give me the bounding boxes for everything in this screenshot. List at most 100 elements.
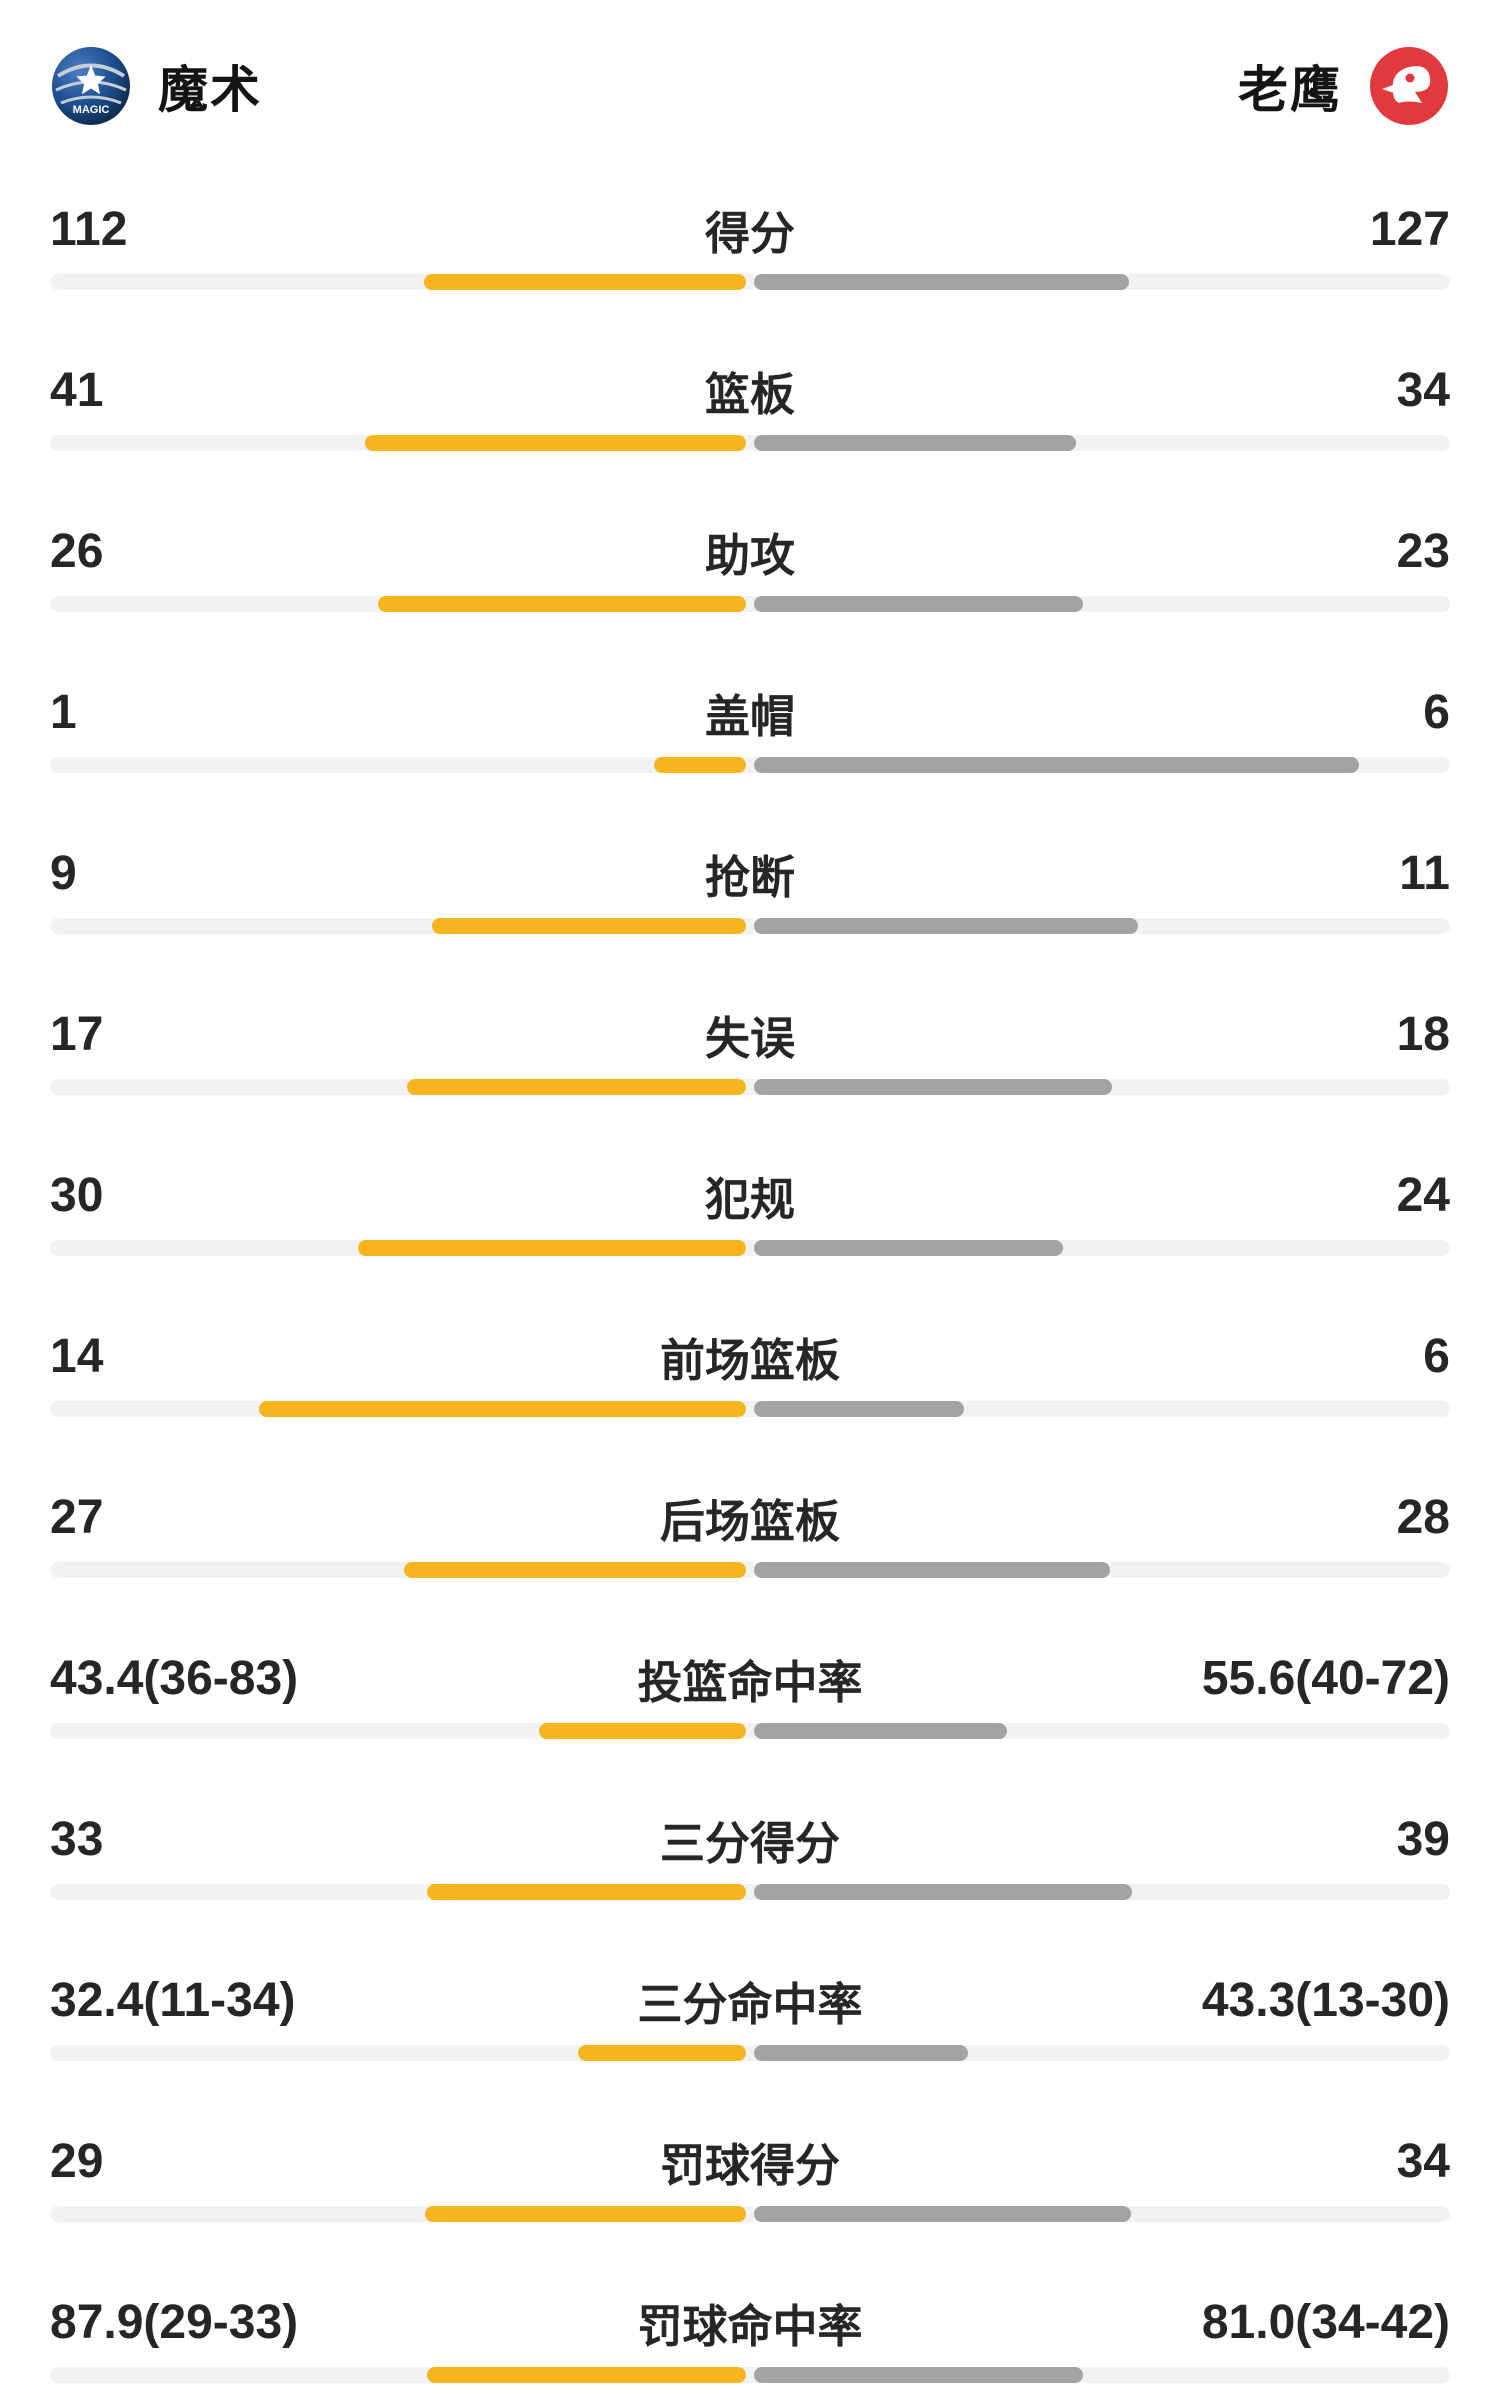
left-bar	[377, 596, 746, 612]
team-name-magic: 魔术	[158, 62, 262, 118]
right-bar	[754, 274, 1130, 290]
stat-bar-track	[50, 1562, 1450, 1578]
right-value: 18	[1396, 1007, 1450, 1061]
left-bar	[578, 2045, 746, 2061]
stat-bar-track	[50, 435, 1450, 451]
left-bar	[424, 274, 746, 290]
right-bar	[754, 596, 1083, 612]
stat-label: 后场篮板	[659, 1495, 841, 1547]
left-value: 41	[50, 363, 104, 417]
stat-label: 罚球得分	[659, 2139, 841, 2191]
left-bar	[425, 2206, 746, 2222]
left-bar	[538, 1723, 746, 1739]
right-value: 55.6(40-72)	[1201, 1651, 1450, 1705]
stat-bar-track	[50, 274, 1450, 290]
left-value: 14	[50, 1329, 104, 1383]
stat-row-rebounds: 41 篮板 34	[50, 361, 1450, 451]
magic-logo: MAGIC	[52, 47, 130, 125]
left-bar	[258, 1401, 746, 1417]
left-bar	[365, 435, 746, 451]
stat-row-offensive-rebounds: 14 前场篮板 6	[50, 1327, 1450, 1417]
right-value: 23	[1396, 524, 1450, 578]
stat-label: 助攻	[704, 529, 796, 581]
left-value: 43.4(36-83)	[50, 1651, 299, 1705]
stat-row-fouls: 30 犯规 24	[50, 1166, 1450, 1256]
stat-row-fg-pct: 43.4(36-83) 投篮命中率 55.6(40-72)	[50, 1649, 1450, 1739]
team-hawks: 老鹰	[1238, 45, 1450, 127]
stat-row-blocks: 1 盖帽 6	[50, 683, 1450, 773]
stat-row-points: 112 得分 127	[50, 200, 1450, 290]
stat-row-steals: 9 抢断 11	[50, 844, 1450, 934]
left-value: 87.9(29-33)	[50, 2295, 299, 2349]
stat-row-ft-pct: 87.9(29-33) 罚球命中率 81.0(34-42)	[50, 2293, 1450, 2383]
hawks-logo	[1370, 47, 1448, 125]
right-value: 34	[1396, 2134, 1450, 2188]
right-bar	[754, 1562, 1110, 1578]
right-value: 11	[1399, 846, 1450, 900]
stat-bar-track	[50, 2206, 1450, 2222]
left-bar	[426, 1884, 746, 1900]
stat-bar-track	[50, 2367, 1450, 2383]
left-value: 29	[50, 2134, 104, 2188]
stat-label: 抢断	[704, 851, 796, 903]
left-value: 33	[50, 1812, 104, 1866]
right-bar	[754, 1079, 1113, 1095]
right-value: 6	[1423, 685, 1450, 739]
left-value: 112	[50, 202, 128, 256]
stat-label: 投篮命中率	[637, 1656, 863, 1708]
left-value: 9	[50, 846, 77, 900]
right-value: 43.3(13-30)	[1201, 1973, 1450, 2027]
stat-label: 得分	[704, 207, 796, 259]
stat-label: 三分得分	[659, 1817, 841, 1869]
stat-bar-track	[50, 918, 1450, 934]
stat-bar-track	[50, 1401, 1450, 1417]
stat-label: 前场篮板	[659, 1334, 841, 1386]
left-value: 1	[50, 685, 77, 739]
stat-bar-track	[50, 2045, 1450, 2061]
right-value: 34	[1396, 363, 1450, 417]
left-bar	[358, 1240, 746, 1256]
right-bar	[754, 757, 1359, 773]
right-value: 28	[1396, 1490, 1450, 1544]
right-bar	[754, 1401, 964, 1417]
left-bar	[407, 1079, 746, 1095]
left-value: 26	[50, 524, 104, 578]
stat-bar-track	[50, 757, 1450, 773]
stat-row-turnovers: 17 失误 18	[50, 1005, 1450, 1095]
right-bar	[754, 918, 1138, 934]
right-value: 81.0(34-42)	[1201, 2295, 1450, 2349]
stat-bar-track	[50, 1723, 1450, 1739]
stat-row-defensive-rebounds: 27 后场篮板 28	[50, 1488, 1450, 1578]
left-bar	[653, 757, 746, 773]
left-value: 17	[50, 1007, 104, 1061]
stat-label: 盖帽	[704, 690, 796, 742]
team-magic: MAGIC 魔术	[50, 45, 262, 127]
stat-row-ft-points: 29 罚球得分 34	[50, 2132, 1450, 2222]
right-bar	[754, 1240, 1064, 1256]
right-bar	[754, 2045, 969, 2061]
svg-text:MAGIC: MAGIC	[73, 104, 110, 116]
left-bar	[426, 2367, 746, 2383]
stat-label: 篮板	[704, 368, 796, 420]
stat-bar-track	[50, 596, 1450, 612]
right-bar	[754, 435, 1076, 451]
team-name-hawks: 老鹰	[1238, 62, 1342, 118]
right-value: 39	[1396, 1812, 1450, 1866]
stat-row-three-pct: 32.4(11-34) 三分命中率 43.3(13-30)	[50, 1971, 1450, 2061]
left-value: 27	[50, 1490, 104, 1544]
left-value: 30	[50, 1168, 104, 1222]
stat-bar-track	[50, 1240, 1450, 1256]
right-bar	[754, 1884, 1132, 1900]
right-bar	[754, 1723, 1008, 1739]
right-value: 6	[1423, 1329, 1450, 1383]
left-bar	[404, 1562, 746, 1578]
stat-label: 失误	[704, 1012, 796, 1064]
right-value: 24	[1396, 1168, 1450, 1222]
teams-header: MAGIC 魔术 老鹰	[50, 44, 1450, 128]
left-bar	[432, 918, 746, 934]
stat-row-three-points: 33 三分得分 39	[50, 1810, 1450, 1900]
right-bar	[754, 2367, 1083, 2383]
right-bar	[754, 2206, 1131, 2222]
left-value: 32.4(11-34)	[50, 1973, 296, 2027]
